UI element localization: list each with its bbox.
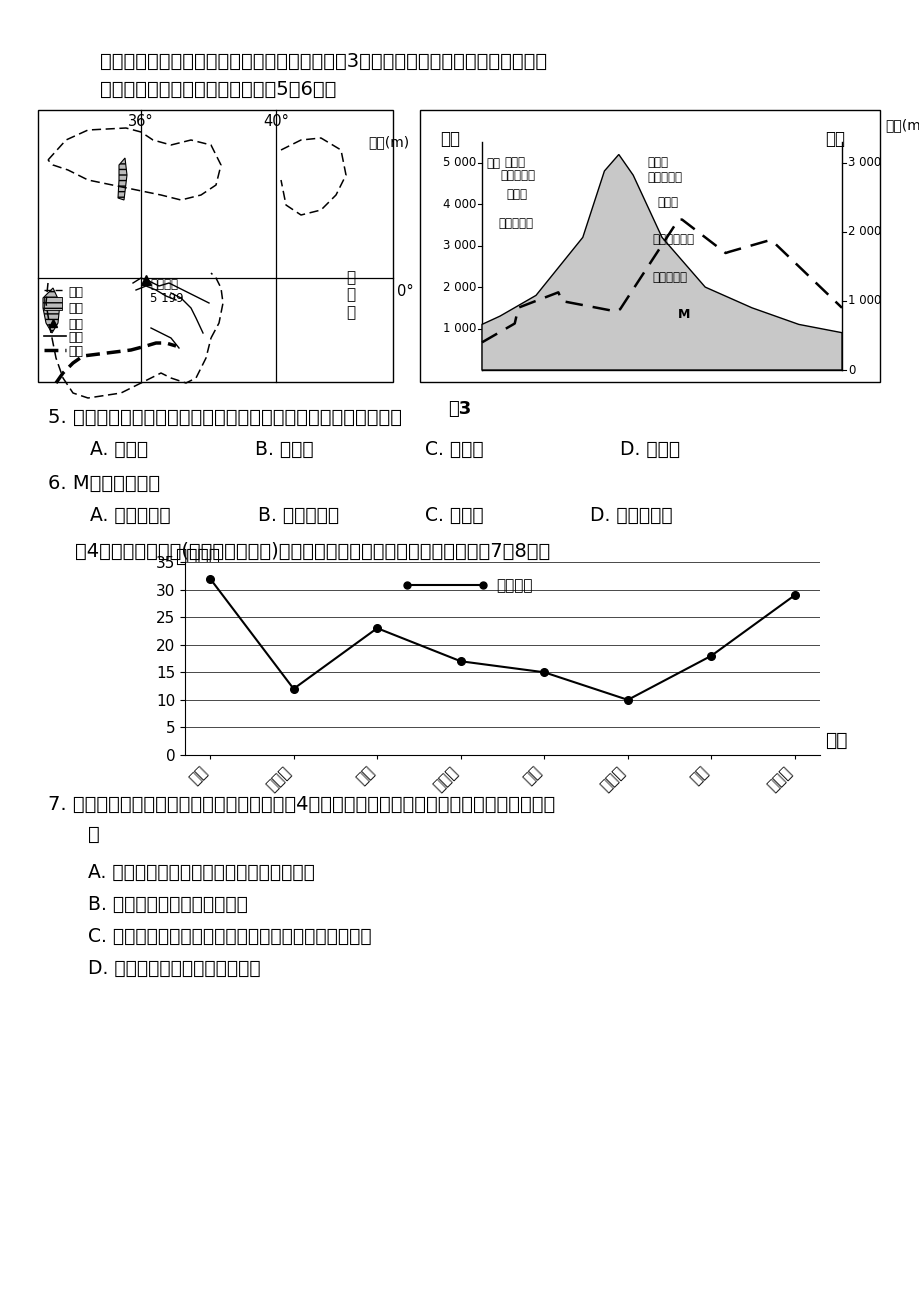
Text: 是: 是: [88, 825, 99, 844]
Bar: [38, 109, 392, 381]
Text: 1 000: 1 000: [847, 294, 880, 307]
Text: A. 北坡和西北坡地形条件比南坡和东南坡好: A. 北坡和西北坡地形条件比南坡和东南坡好: [88, 863, 314, 881]
Text: 西北: 西北: [439, 130, 460, 148]
Text: 河流: 河流: [68, 331, 83, 344]
Text: 5 199: 5 199: [150, 292, 184, 305]
Polygon shape: [43, 288, 60, 333]
Text: B. 北坡和西北坡光照条件较好: B. 北坡和西北坡光照条件较好: [88, 894, 247, 914]
Text: 国界: 国界: [68, 286, 83, 299]
Text: 36°: 36°: [128, 115, 153, 129]
Text: 山地稀疏林带: 山地稀疏林带: [652, 233, 694, 246]
Text: 2 000: 2 000: [442, 281, 475, 293]
Text: 0: 0: [847, 363, 855, 376]
Text: D. 热带草原带: D. 热带草原带: [589, 506, 672, 525]
Text: 海拔(m): 海拔(m): [368, 135, 409, 148]
Text: 灌丛带: 灌丛带: [505, 187, 527, 201]
Text: C. 温差小: C. 温差小: [425, 440, 483, 460]
Text: 0°: 0°: [397, 284, 414, 299]
Text: 40°: 40°: [263, 115, 289, 129]
Text: 灌丛带: 灌丛带: [657, 197, 678, 210]
Text: 山地雨林带: 山地雨林带: [652, 271, 686, 284]
Text: B. 热带荒漠带: B. 热带荒漠带: [257, 506, 339, 525]
Text: 图4为山西传统村落(居民以窑洞为主)数量在不同坡向的分布统计图。据此完成7～8题。: 图4为山西传统村落(居民以窑洞为主)数量在不同坡向的分布统计图。据此完成7～8题…: [75, 542, 550, 561]
Text: B. 高差大: B. 高差大: [255, 440, 313, 460]
Text: 图3: 图3: [448, 400, 471, 418]
Text: 3 000: 3 000: [442, 240, 475, 253]
Text: 湖泊: 湖泊: [68, 302, 83, 315]
Text: 印
度
洋: 印 度 洋: [346, 270, 355, 320]
Text: 肯尼亚山: 肯尼亚山: [150, 279, 177, 292]
Polygon shape: [118, 158, 127, 201]
Text: 4 000: 4 000: [442, 198, 475, 211]
Text: 高寒荒漠带: 高寒荒漠带: [499, 169, 535, 182]
Text: D. 南坡和东南坡的热量条件较好: D. 南坡和东南坡的热量条件较好: [88, 960, 260, 978]
Text: A. 降水多: A. 降水多: [90, 440, 148, 460]
Text: 5 000: 5 000: [442, 156, 475, 169]
Bar: [420, 109, 879, 381]
Text: 降水: 降水: [485, 156, 499, 169]
Text: 东南: 东南: [824, 130, 844, 148]
Text: 2 000: 2 000: [847, 225, 880, 238]
Text: D. 热量多: D. 热量多: [619, 440, 679, 460]
Text: 降水(mm): 降水(mm): [884, 118, 919, 132]
Text: 1 000: 1 000: [442, 322, 475, 335]
Text: 7. 从图中看，北坡和西北坡村落数量较多，图4与南坡和东南坡差别很大，下列原因分析合理的: 7. 从图中看，北坡和西北坡村落数量较多，图4与南坡和东南坡差别很大，下列原因分…: [48, 796, 555, 814]
Text: 高寒荒漠带: 高寒荒漠带: [647, 171, 682, 184]
Text: 肯尼亚山位于肯尼亚中部，是非洲第二高峰。图3示意肯尼亚山的地理位置及其垂直方: 肯尼亚山位于肯尼亚中部，是非洲第二高峰。图3示意肯尼亚山的地理位置及其垂直方: [100, 52, 547, 72]
Text: 冰川带: 冰川带: [504, 156, 525, 169]
Text: C. 灌丛带: C. 灌丛带: [425, 506, 483, 525]
Text: C. 北坡和西北坡处于迎风坡，降水量大于南坡和东南坡: C. 北坡和西北坡处于迎风坡，降水量大于南坡和东南坡: [88, 927, 371, 947]
Text: 3 000: 3 000: [847, 156, 880, 169]
Polygon shape: [482, 155, 841, 370]
Text: 6. M处的自然带是: 6. M处的自然带是: [48, 474, 160, 493]
Text: 向上的自然带分布状况。据此完成5～6题。: 向上的自然带分布状况。据此完成5～6题。: [100, 79, 336, 99]
Bar: [44, 297, 62, 310]
Text: 冰川带: 冰川带: [647, 156, 668, 169]
Text: 5. 肯尼亚山东南坡自然带数目明显多于西北坡，直接原因是东南坡: 5. 肯尼亚山东南坡自然带数目明显多于西北坡，直接原因是东南坡: [48, 408, 402, 427]
Text: 村落数量: 村落数量: [175, 547, 220, 566]
Text: A. 热带雨林带: A. 热带雨林带: [90, 506, 170, 525]
Text: 坡向: 坡向: [824, 730, 846, 750]
Text: 干燥森林带: 干燥森林带: [497, 216, 532, 229]
Text: 传统村落: 传统村落: [495, 578, 532, 592]
Text: 山峰: 山峰: [68, 318, 83, 331]
Text: M: M: [677, 309, 689, 322]
Text: 铁路: 铁路: [68, 345, 83, 358]
